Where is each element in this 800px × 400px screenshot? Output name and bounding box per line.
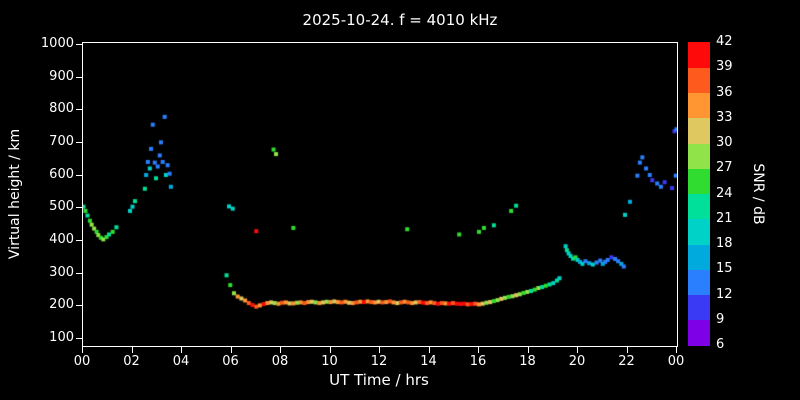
x-tick-mark bbox=[181, 347, 182, 353]
colorbar-tick-label: 42 bbox=[716, 34, 733, 49]
colorbar-segment bbox=[688, 269, 710, 295]
y-tick-mark bbox=[76, 174, 82, 176]
colorbar-segment bbox=[688, 294, 710, 321]
colorbar-segment bbox=[688, 92, 710, 119]
x-tick-label: 12 bbox=[370, 354, 388, 369]
y-tick-mark bbox=[76, 207, 82, 209]
x-tick-mark bbox=[230, 347, 232, 353]
colorbar-segment bbox=[688, 42, 710, 68]
y-tick-mark bbox=[76, 305, 82, 307]
colorbar-tick-label: 24 bbox=[716, 185, 733, 201]
x-tick-mark bbox=[428, 347, 430, 353]
y-tick-mark bbox=[76, 338, 82, 339]
y-tick-label: 500 bbox=[49, 199, 74, 215]
x-tick-mark bbox=[82, 347, 83, 353]
plot-area bbox=[82, 42, 678, 347]
x-tick-label: 14 bbox=[420, 354, 437, 369]
colorbar-segment bbox=[688, 168, 710, 194]
x-tick-label: 04 bbox=[172, 354, 190, 369]
y-tick-label: 900 bbox=[49, 68, 74, 84]
colorbar-tick-label: 27 bbox=[716, 160, 733, 176]
x-tick-label: 20 bbox=[568, 354, 586, 369]
colorbar-segment bbox=[688, 193, 710, 220]
colorbar-tick-label: 21 bbox=[716, 210, 733, 226]
colorbar-tick-label: 12 bbox=[716, 286, 733, 302]
x-tick-mark bbox=[626, 347, 628, 353]
x-tick-mark bbox=[577, 347, 578, 353]
y-tick-mark bbox=[76, 44, 82, 45]
y-tick-mark bbox=[76, 142, 82, 143]
x-tick-mark bbox=[280, 347, 281, 353]
y-tick-label: 200 bbox=[49, 297, 74, 313]
y-tick-mark bbox=[76, 76, 82, 78]
colorbar-tick-label: 6 bbox=[716, 337, 725, 352]
y-tick-label: 800 bbox=[49, 101, 74, 117]
colorbar-tick-label: 30 bbox=[716, 135, 733, 150]
x-tick-label: 16 bbox=[469, 354, 487, 369]
scatter-canvas bbox=[83, 43, 677, 346]
colorbar-segment bbox=[688, 319, 710, 346]
x-tick-label: 08 bbox=[271, 354, 289, 369]
colorbar-segment bbox=[688, 244, 710, 270]
y-tick-label: 600 bbox=[49, 166, 74, 182]
y-tick-label: 400 bbox=[49, 232, 74, 247]
colorbar-tick-label: 39 bbox=[716, 59, 733, 75]
y-tick-mark bbox=[76, 240, 82, 241]
x-tick-mark bbox=[379, 347, 380, 353]
colorbar-segment bbox=[688, 218, 710, 245]
x-tick-label: 22 bbox=[618, 354, 635, 369]
x-tick-label: 00 bbox=[73, 354, 91, 369]
colorbar-tick-label: 15 bbox=[716, 261, 733, 277]
y-tick-label: 700 bbox=[49, 134, 74, 149]
colorbar-tick-label: 33 bbox=[716, 109, 733, 125]
y-tick-mark bbox=[76, 109, 82, 111]
x-tick-label: 00 bbox=[667, 354, 685, 369]
x-tick-mark bbox=[131, 347, 133, 353]
chart-title: 2025-10-24. f = 4010 kHz bbox=[302, 11, 498, 29]
y-tick-label: 1000 bbox=[40, 36, 74, 51]
x-tick-mark bbox=[329, 347, 331, 353]
x-tick-mark bbox=[527, 347, 529, 353]
colorbar-label: SNR / dB bbox=[750, 163, 766, 225]
colorbar-segment bbox=[688, 143, 710, 169]
y-tick-mark bbox=[76, 272, 82, 274]
x-tick-mark bbox=[478, 347, 479, 353]
x-tick-mark bbox=[676, 347, 677, 353]
colorbar-segment bbox=[688, 67, 710, 93]
x-axis-label: UT Time / hrs bbox=[329, 371, 429, 389]
colorbar-segment bbox=[688, 117, 710, 144]
x-tick-label: 18 bbox=[519, 354, 536, 369]
colorbar-tick-label: 9 bbox=[716, 311, 725, 327]
colorbar-tick-label: 36 bbox=[716, 84, 733, 100]
x-tick-label: 10 bbox=[321, 354, 338, 369]
x-tick-label: 06 bbox=[222, 354, 239, 369]
colorbar bbox=[688, 42, 710, 346]
x-tick-label: 02 bbox=[123, 354, 140, 369]
colorbar-tick-label: 18 bbox=[716, 236, 733, 251]
y-tick-label: 100 bbox=[49, 330, 74, 345]
y-tick-label: 300 bbox=[49, 264, 74, 280]
